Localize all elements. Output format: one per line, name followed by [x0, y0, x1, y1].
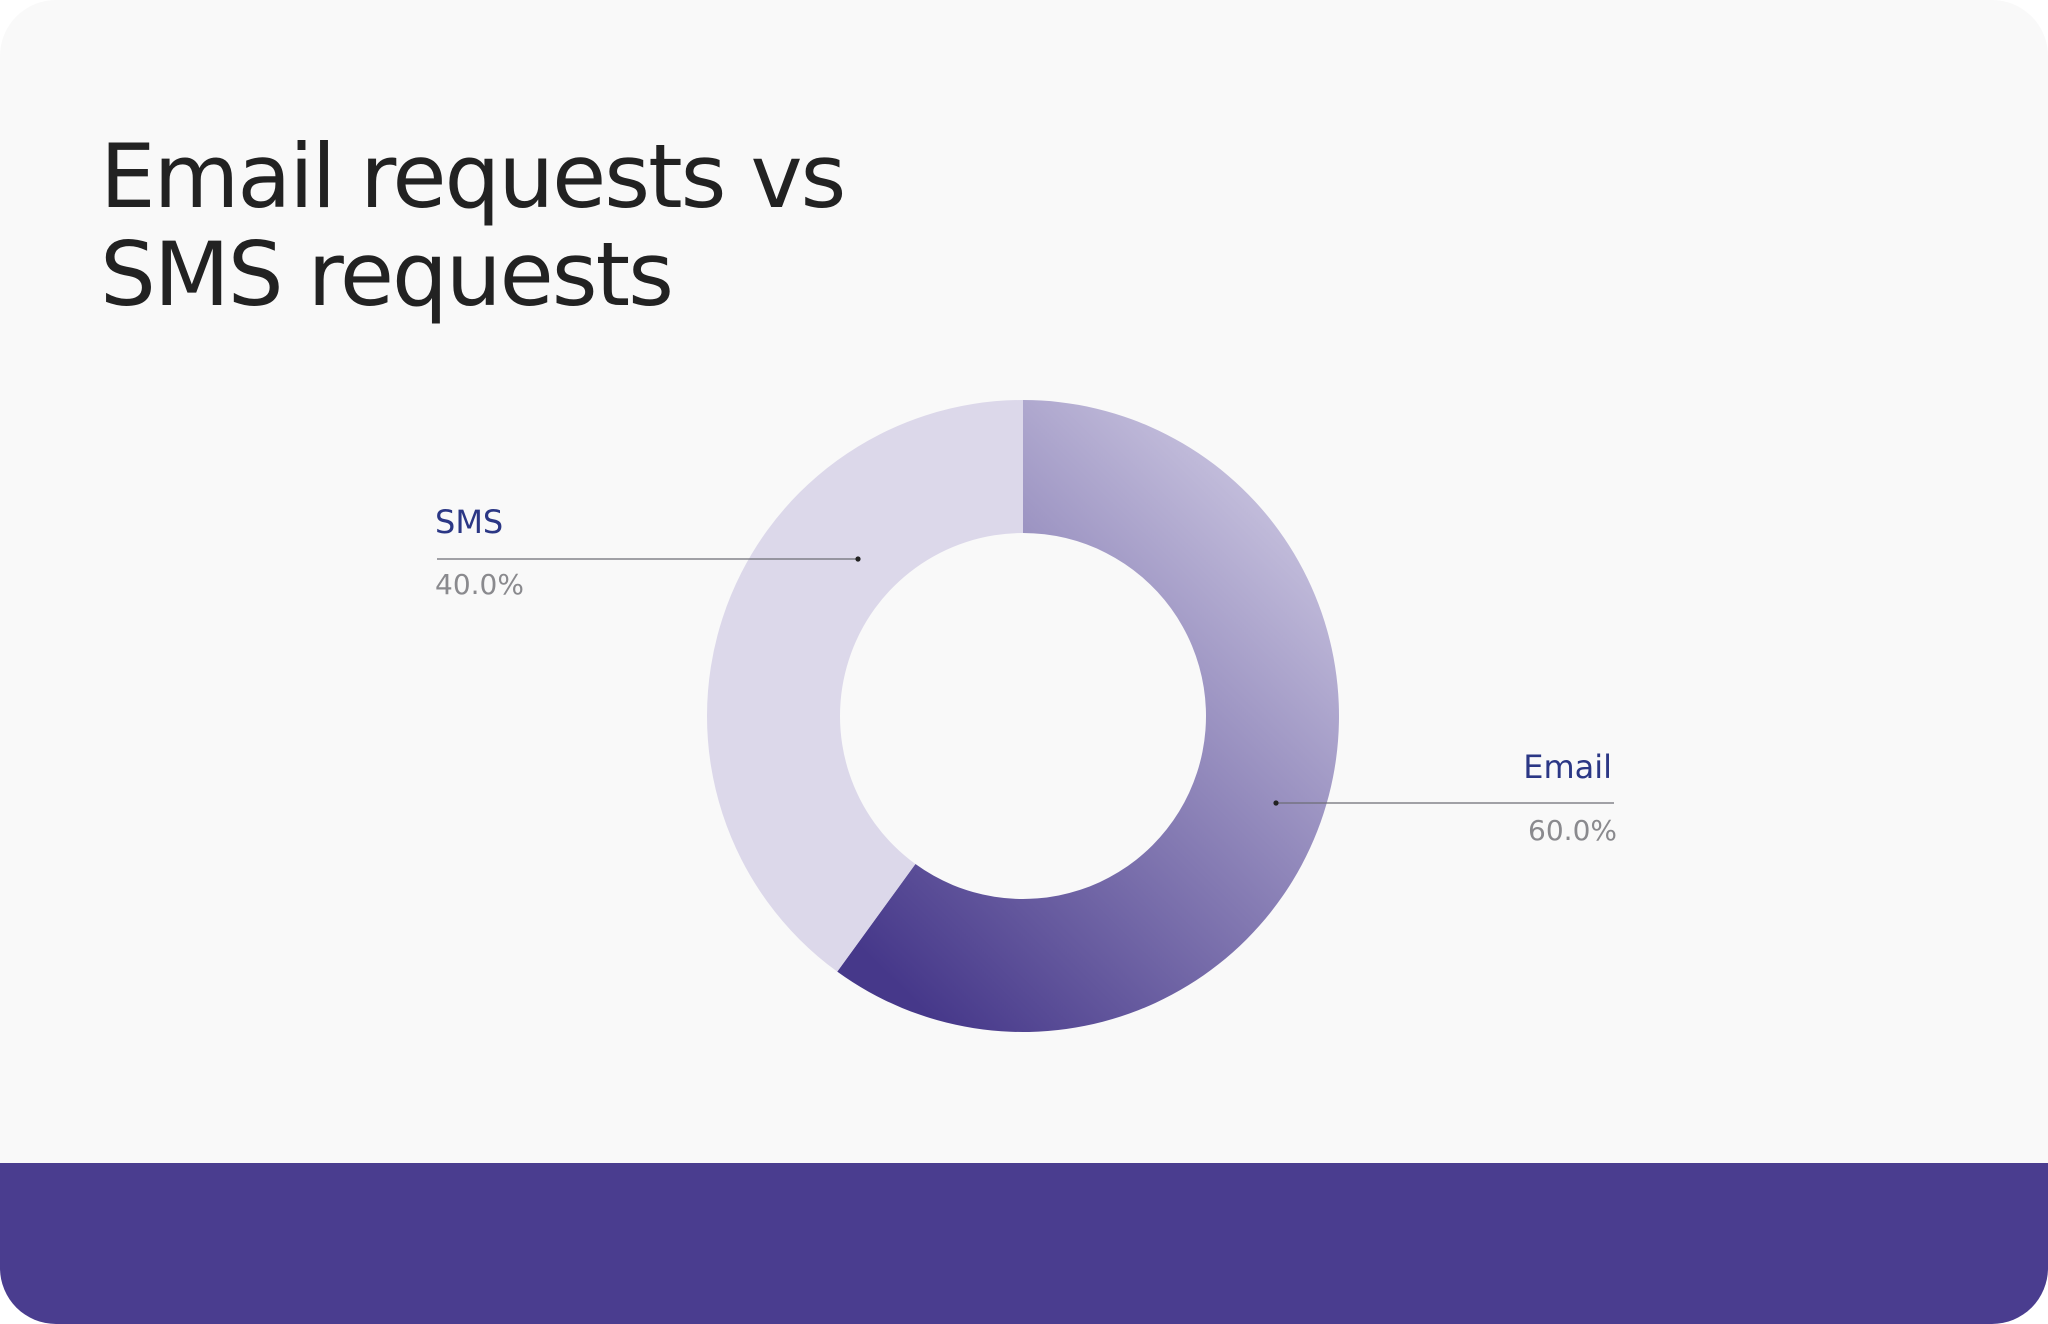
donut-slice — [707, 400, 1023, 972]
slice-label: Email — [1523, 748, 1612, 786]
donut-slice — [837, 400, 1339, 1032]
slice-value-label: 40.0% — [435, 568, 524, 601]
leader-dot — [855, 556, 861, 562]
slice-value-label: 60.0% — [1528, 814, 1617, 847]
leader-dot — [1273, 800, 1279, 806]
slice-label: SMS — [435, 503, 503, 541]
footer-bar — [0, 1163, 2048, 1324]
chart-title: Email requests vs SMS requests — [100, 125, 846, 326]
